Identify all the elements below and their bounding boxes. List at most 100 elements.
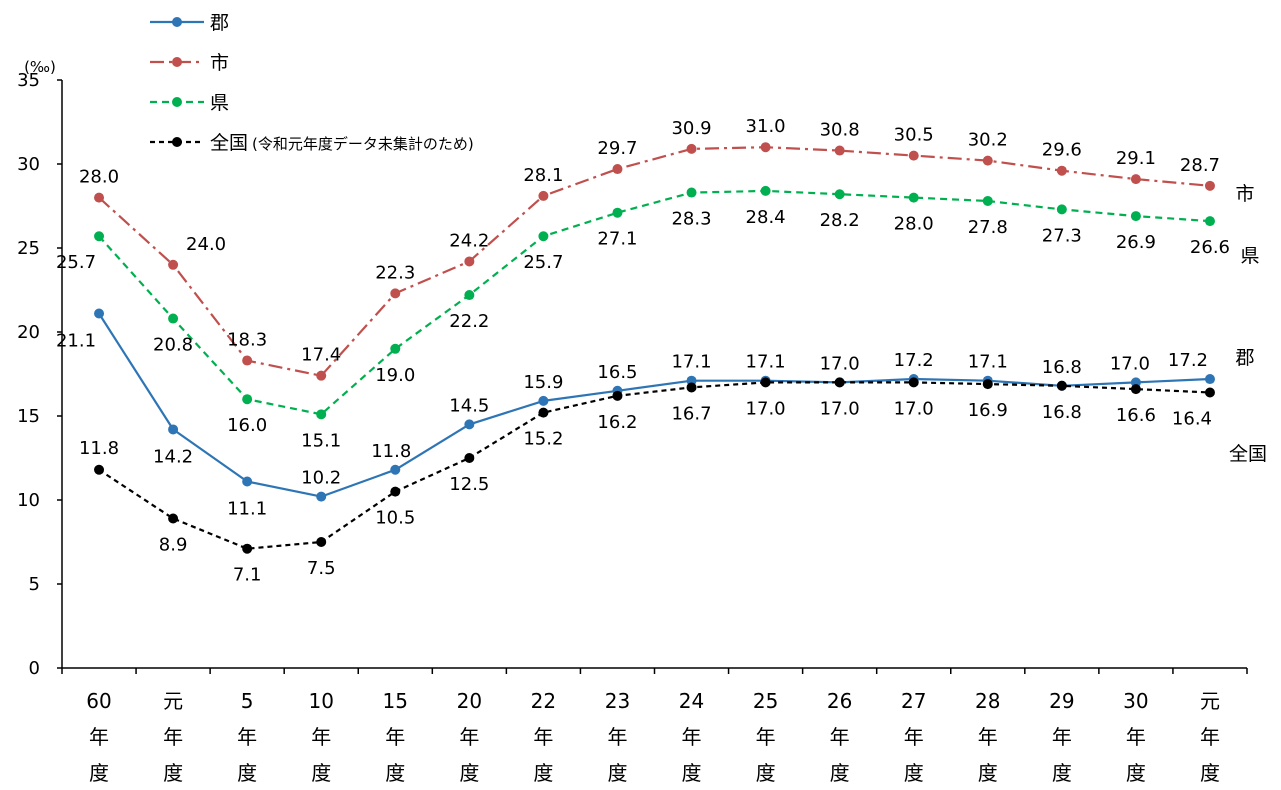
data-label: 11.1: [227, 499, 267, 520]
x-category-label-line: 度: [1200, 761, 1220, 785]
data-point: [760, 185, 771, 196]
series-end-label: 市: [1235, 183, 1254, 205]
x-category-label-line: 元: [163, 689, 183, 713]
data-point: [538, 190, 549, 201]
data-point: [612, 390, 623, 401]
legend-swatch-marker: [172, 97, 182, 107]
data-label: 25.7: [56, 252, 96, 273]
data-label: 29.7: [597, 138, 637, 159]
data-point: [982, 379, 993, 390]
data-point: [982, 195, 993, 206]
data-point: [538, 231, 549, 242]
x-category-label-line: 24: [679, 689, 704, 713]
x-category-label-line: 年: [1052, 725, 1072, 749]
data-point: [316, 370, 327, 381]
x-category-label-line: 27: [901, 689, 926, 713]
data-point: [612, 207, 623, 218]
x-category-label: 23 年度: [605, 689, 630, 785]
x-category-label-line: 度: [904, 761, 924, 785]
data-label: 12.5: [449, 474, 489, 495]
legend-note: (令和元年度データ未集計のため): [252, 135, 474, 153]
data-label: 27.3: [1042, 225, 1082, 246]
data-label: 17.0: [820, 353, 860, 374]
series-end-label: 郡: [1235, 347, 1254, 369]
x-category-label-line: 年: [1200, 725, 1220, 749]
legend-label: 郡: [210, 12, 229, 34]
x-category-label-line: 22: [531, 689, 556, 713]
data-point: [464, 453, 475, 463]
data-label: 30.9: [671, 118, 711, 139]
data-point: [390, 343, 401, 354]
data-label: 26.9: [1116, 232, 1156, 253]
data-label: 16.5: [597, 362, 637, 383]
x-category-label-line: 年: [756, 725, 776, 749]
data-label: 7.1: [233, 565, 262, 586]
data-label: 7.5: [307, 558, 336, 579]
data-label: 10.2: [301, 468, 341, 489]
data-point: [316, 491, 327, 502]
data-label: 27.1: [597, 229, 637, 250]
data-point: [94, 308, 105, 319]
x-category-label-line: 元: [1200, 689, 1220, 713]
data-label: 17.2: [1168, 350, 1208, 371]
series-郡: [94, 308, 1215, 502]
x-category-label-line: 年: [533, 725, 553, 749]
data-point: [464, 290, 475, 301]
data-label: 10.5: [375, 508, 415, 529]
x-category-label-line: 29: [1049, 689, 1074, 713]
data-label: 28.4: [746, 207, 786, 228]
data-point: [1204, 216, 1215, 227]
x-category-label-line: 60: [86, 689, 111, 713]
data-label: 17.0: [894, 398, 934, 419]
data-point: [390, 486, 401, 497]
data-point: [538, 407, 549, 418]
data-point: [242, 355, 253, 366]
data-label: 27.8: [968, 217, 1008, 238]
data-label: 17.4: [301, 345, 341, 366]
data-label: 24.2: [449, 230, 489, 251]
series-lines: [94, 142, 1215, 554]
x-category-label-line: 年: [459, 725, 479, 749]
legend-swatch-marker: [172, 17, 182, 27]
legend-series-name: 市: [210, 52, 229, 74]
data-point: [760, 377, 771, 388]
data-point: [908, 377, 919, 388]
x-category-label: 60 年度: [86, 689, 111, 785]
series-全国: [94, 377, 1215, 554]
x-category-label-line: 度: [459, 761, 479, 785]
data-point: [686, 143, 697, 154]
data-point: [390, 464, 401, 475]
data-point: [168, 424, 179, 435]
data-point: [686, 382, 697, 393]
legend-item: 郡: [150, 12, 229, 34]
x-category-label: 元年度: [1200, 689, 1220, 785]
x-category-label-line: 度: [830, 761, 850, 785]
data-label: 8.9: [159, 534, 188, 555]
legend-series-name: 県: [210, 92, 229, 114]
x-category-label-line: 度: [682, 761, 702, 785]
x-category-label-line: 度: [607, 761, 627, 785]
x-category-label-line: 年: [607, 725, 627, 749]
data-point: [168, 513, 179, 524]
data-label: 15.9: [523, 372, 563, 393]
x-category-label-line: 度: [89, 761, 109, 785]
data-label: 17.2: [894, 350, 934, 371]
data-label: 30.8: [820, 120, 860, 141]
data-label: 16.9: [968, 400, 1008, 421]
data-label: 15.1: [301, 430, 341, 451]
y-tick-label: 20: [17, 322, 40, 343]
data-label: 17.0: [1110, 353, 1150, 374]
series-end-label: 県: [1240, 245, 1259, 267]
x-category-label-line: 26: [827, 689, 852, 713]
data-label: 16.2: [597, 412, 637, 433]
data-label: 22.3: [375, 262, 415, 283]
x-category-label-line: 15: [383, 689, 408, 713]
y-tick-label: 30: [17, 154, 40, 175]
x-category-label: 10 年度: [308, 689, 333, 785]
x-category-label-line: 度: [533, 761, 553, 785]
x-category-label: 25 年度: [753, 689, 778, 785]
data-point: [1056, 204, 1067, 215]
